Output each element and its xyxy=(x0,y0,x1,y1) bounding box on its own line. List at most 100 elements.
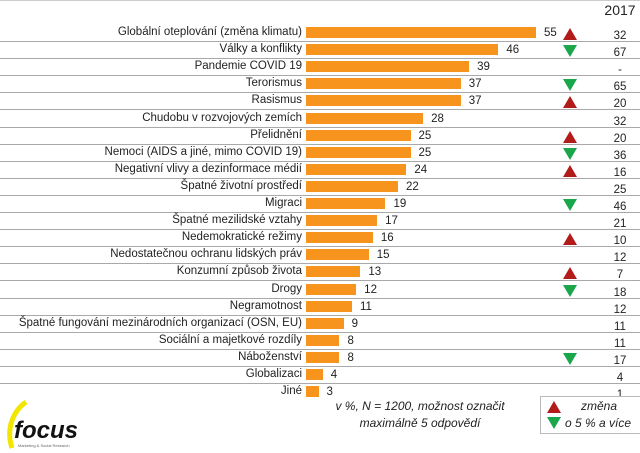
comparison-value: 7 xyxy=(616,269,624,282)
comparison-value: 11 xyxy=(614,320,626,333)
row-divider xyxy=(0,263,640,265)
bar xyxy=(306,215,378,227)
comparison-value: 12 xyxy=(613,252,627,265)
row-divider xyxy=(0,314,640,316)
legend-up-triangle-icon xyxy=(547,401,561,413)
row-divider xyxy=(0,348,640,350)
comparison-value: 10 xyxy=(613,235,627,248)
data-label: 25 xyxy=(418,129,432,142)
row-divider xyxy=(0,109,640,111)
note-line-2: maximálně 5 odpovědí xyxy=(359,416,481,430)
data-label: 12 xyxy=(364,283,377,296)
data-label: 19 xyxy=(393,198,407,210)
bar xyxy=(306,351,340,363)
row-divider xyxy=(0,177,640,179)
row-divider xyxy=(0,331,640,333)
note-line-1: v %, N = 1200, možnost označit xyxy=(335,399,505,413)
bar xyxy=(306,129,411,141)
data-label: 8 xyxy=(347,351,354,364)
comparison-value: 1 xyxy=(604,388,636,402)
legend: změna o 5 % a více xyxy=(540,396,640,434)
category-label: Pandemie COVID 19 xyxy=(194,60,302,73)
data-label: 4 xyxy=(330,369,338,381)
comparison-value: 36 xyxy=(613,149,627,162)
comparison-value: 46 xyxy=(613,201,627,213)
category-label: Globální oteplování (změna klimatu) xyxy=(117,26,302,38)
comparison-value: 11 xyxy=(614,337,626,350)
comparison-value: 16 xyxy=(613,166,627,179)
data-label: 25 xyxy=(418,146,432,159)
bar xyxy=(306,44,499,56)
data-label: 37 xyxy=(468,78,482,91)
bar xyxy=(306,317,344,329)
comparison-value: 20 xyxy=(613,98,627,111)
chart-note: v %, N = 1200, možnost označit maximálně… xyxy=(320,398,520,432)
bar xyxy=(306,180,398,192)
bar xyxy=(306,163,407,175)
bar xyxy=(306,334,340,346)
row-divider xyxy=(0,280,640,282)
down-triangle-icon xyxy=(563,199,577,211)
data-label: 55 xyxy=(544,27,557,39)
row-divider xyxy=(0,194,640,196)
category-label: Nedostatečnou ochranu lidských práv xyxy=(110,248,302,261)
category-label: Negramotnost xyxy=(229,299,302,312)
row-divider xyxy=(0,365,640,367)
comparison-value: 20 xyxy=(613,132,627,145)
legend-line-1: změna xyxy=(581,399,618,413)
legend-line-2: o 5 % a více xyxy=(565,416,632,430)
category-label: Náboženství xyxy=(238,350,302,363)
comparison-header: 2017 xyxy=(604,2,636,18)
comparison-value: 32 xyxy=(613,30,627,42)
category-label: Špatné fungování mezinárodních organizac… xyxy=(18,316,302,329)
up-triangle-icon xyxy=(563,164,577,177)
bar xyxy=(306,78,461,90)
row-divider xyxy=(0,58,640,60)
data-label: 11 xyxy=(360,300,372,313)
row-divider xyxy=(0,75,640,77)
up-triangle-icon xyxy=(563,96,577,109)
category-label: Migraci xyxy=(264,197,302,209)
row-divider xyxy=(0,212,640,213)
data-label: 24 xyxy=(414,163,428,176)
data-label: 37 xyxy=(468,95,482,108)
legend-down-triangle-icon xyxy=(547,417,561,429)
down-triangle-icon xyxy=(563,147,577,160)
comparison-value: - xyxy=(618,64,622,77)
comparison-value: 21 xyxy=(613,218,627,231)
comparison-value: 4 xyxy=(616,372,624,384)
data-label: 15 xyxy=(376,249,390,262)
row-divider xyxy=(0,126,640,128)
bar xyxy=(306,266,361,278)
bar xyxy=(306,61,470,73)
row-divider xyxy=(0,246,640,248)
category-label: Jiné xyxy=(280,385,302,398)
bar xyxy=(306,283,357,295)
category-label: Terorismus xyxy=(245,77,302,90)
row-divider xyxy=(0,143,640,145)
bar xyxy=(306,300,352,312)
category-label: Drogy xyxy=(271,282,302,295)
category-label: Nemoci (AIDS a jiné, mimo COVID 19) xyxy=(104,145,302,158)
bar xyxy=(306,146,411,158)
category-label: Přelidnění xyxy=(250,128,302,141)
svg-text:Marketing & Social Research: Marketing & Social Research xyxy=(18,443,70,448)
bar xyxy=(306,95,461,107)
category-label: Negativní vlivy a dezinformace médií xyxy=(114,162,302,175)
up-triangle-icon xyxy=(563,130,577,143)
bar xyxy=(306,232,373,244)
data-label: 28 xyxy=(431,112,444,125)
data-label: 9 xyxy=(351,317,359,330)
down-triangle-icon xyxy=(563,284,577,297)
focus-logo: focus Marketing & Social Research xyxy=(7,400,78,449)
comparison-value: 12 xyxy=(613,303,627,316)
up-triangle-icon xyxy=(563,233,577,246)
row-divider xyxy=(0,297,640,299)
row-divider xyxy=(0,92,640,94)
category-label: Konzumní způsob života xyxy=(176,265,302,278)
data-label: 46 xyxy=(506,44,520,57)
data-label: 16 xyxy=(380,232,394,245)
row-divider xyxy=(0,41,640,42)
data-label: 8 xyxy=(347,334,354,347)
